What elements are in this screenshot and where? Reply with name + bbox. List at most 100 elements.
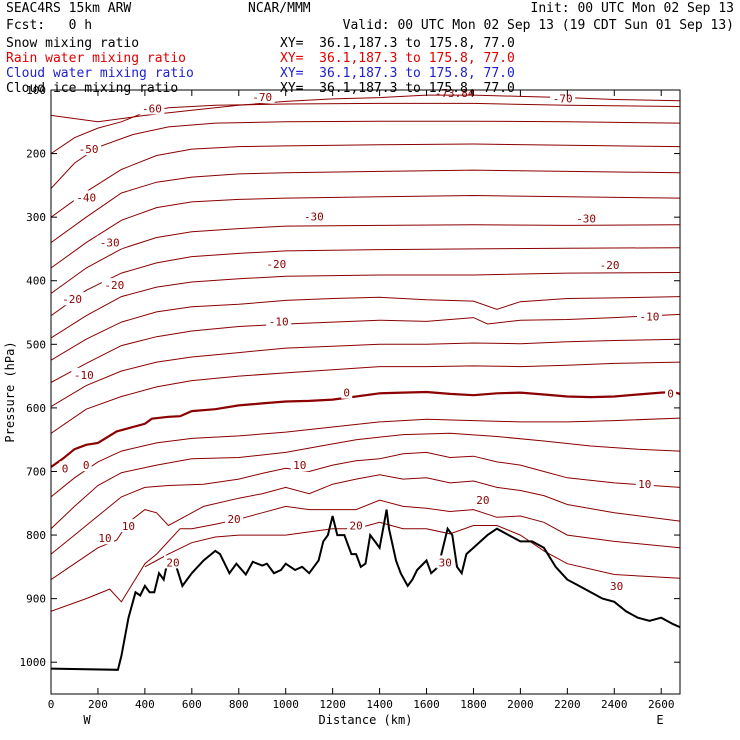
contour-line bbox=[51, 194, 680, 269]
field-snow-xy: XY= 36.1,187.3 to 175.8, 77.0 bbox=[280, 36, 515, 51]
contour-label: -30 bbox=[576, 212, 596, 225]
contour-label: 20 bbox=[476, 494, 489, 507]
x-tick-label: 800 bbox=[229, 698, 249, 711]
contour-label-bg bbox=[573, 211, 599, 225]
y-tick-label: 500 bbox=[26, 338, 46, 351]
contour-line bbox=[51, 390, 680, 468]
x-tick-label: 0 bbox=[48, 698, 55, 711]
x-tick-label: 1800 bbox=[460, 698, 487, 711]
east-end-label: E bbox=[656, 713, 663, 727]
contour-label: -70 bbox=[252, 91, 272, 104]
y-tick-label: 100 bbox=[26, 84, 46, 97]
terrain-line bbox=[51, 509, 680, 671]
contour-label-bg bbox=[59, 292, 85, 306]
contour-line bbox=[51, 499, 680, 612]
contour-label: -40 bbox=[76, 191, 96, 204]
x-axis-label: Distance (km) bbox=[319, 713, 413, 727]
x-tick-label: 2000 bbox=[507, 698, 534, 711]
contour-label: 10 bbox=[122, 520, 135, 533]
contour-label: 30 bbox=[439, 556, 452, 569]
contour-line bbox=[51, 417, 680, 498]
contour-label: -10 bbox=[640, 310, 660, 323]
contour-label: -20 bbox=[266, 258, 286, 271]
contour-label-bg bbox=[607, 578, 626, 592]
contour-label-bg bbox=[139, 101, 165, 115]
contour-label-bg bbox=[101, 278, 127, 292]
contour-label: -50 bbox=[79, 143, 99, 156]
contour-line bbox=[51, 432, 680, 530]
contour-label: 30 bbox=[610, 580, 623, 593]
model-title: SEAC4RS 15km ARW bbox=[6, 1, 132, 16]
contour-label: 10 bbox=[98, 532, 111, 545]
contour-label: -10 bbox=[269, 315, 289, 328]
contour-line bbox=[51, 143, 680, 218]
org-label: NCAR/MMM bbox=[248, 1, 311, 16]
y-tick-label: 1000 bbox=[20, 656, 47, 669]
contour-line bbox=[51, 361, 680, 434]
contour-line bbox=[51, 338, 680, 408]
contour-label-bg bbox=[347, 518, 366, 532]
contour-label-bg bbox=[436, 555, 455, 569]
field-rain-xy: XY= 36.1,187.3 to 175.8, 77.0 bbox=[280, 51, 515, 66]
contour-line bbox=[51, 120, 680, 189]
contour-label: -20 bbox=[104, 279, 124, 292]
contour-label: -20 bbox=[62, 293, 82, 306]
contour-line bbox=[51, 313, 680, 383]
contour-label-bg bbox=[597, 257, 623, 271]
contour-label: -10 bbox=[74, 369, 94, 382]
contour-label-bg bbox=[164, 555, 183, 569]
valid-time: Valid: 00 UTC Mon 02 Sep 13 (19 CDT Sun … bbox=[342, 18, 734, 33]
contour-label-bg bbox=[95, 531, 114, 545]
contour-label: -30 bbox=[304, 211, 324, 224]
contour-label-bg bbox=[636, 309, 662, 323]
plot-frame bbox=[50, 89, 681, 695]
contour-label: -20 bbox=[600, 259, 620, 272]
y-tick-label: 900 bbox=[26, 593, 46, 606]
init-time: Init: 00 UTC Mon 02 Sep 13 bbox=[530, 1, 735, 16]
x-tick-label: 2400 bbox=[601, 698, 628, 711]
y-tick-label: 400 bbox=[26, 275, 46, 288]
forecast-hour: Fcst: 0 h bbox=[6, 18, 93, 33]
x-tick-label: 2200 bbox=[554, 698, 581, 711]
contour-label: 0 bbox=[62, 462, 69, 475]
contour-label-bg bbox=[635, 477, 654, 491]
x-tick-label: 1600 bbox=[413, 698, 440, 711]
contour-label-bg bbox=[266, 314, 292, 328]
contour-label: 0 bbox=[83, 459, 90, 472]
x-tick-label: 600 bbox=[182, 698, 202, 711]
contour-label: 20 bbox=[166, 556, 179, 569]
field-rain-name: Rain water mixing ratio bbox=[6, 51, 187, 66]
x-tick-label: 2600 bbox=[648, 698, 675, 711]
west-end-label: W bbox=[83, 713, 91, 727]
contour-label-bg bbox=[80, 458, 92, 472]
contour-label: -70 bbox=[553, 92, 573, 105]
contour-line bbox=[51, 272, 680, 339]
field-snow-name: Snow mixing ratio bbox=[6, 36, 140, 51]
x-tick-label: 1000 bbox=[272, 698, 299, 711]
contour-label-bg bbox=[59, 461, 71, 475]
contour-line bbox=[51, 451, 680, 555]
field-cloudice-name: Cloud ice mixing ratio bbox=[6, 81, 179, 96]
field-cloudwater-name: Cloud water mixing ratio bbox=[6, 66, 194, 81]
extreme-value-label: -73.84 bbox=[435, 87, 475, 100]
contour-line bbox=[51, 224, 680, 294]
x-tick-label: 1400 bbox=[366, 698, 393, 711]
contour-label-bg bbox=[225, 512, 244, 526]
contour-label-bg bbox=[263, 257, 289, 271]
contour-label: 0 bbox=[667, 387, 674, 400]
x-tick-label: 200 bbox=[88, 698, 108, 711]
contour-label: 10 bbox=[293, 459, 306, 472]
field-cloudwater-xy: XY= 36.1,187.3 to 175.8, 77.0 bbox=[280, 66, 515, 81]
contour-line bbox=[51, 296, 680, 361]
contour-label-bg bbox=[119, 519, 138, 533]
contour-label: -60 bbox=[142, 102, 162, 115]
contour-label-bg bbox=[550, 91, 576, 105]
y-tick-label: 700 bbox=[26, 465, 46, 478]
contour-label: 20 bbox=[227, 513, 240, 526]
contour-label-bg bbox=[301, 209, 327, 223]
contour-label-bg bbox=[71, 367, 97, 381]
y-tick-label: 800 bbox=[26, 529, 46, 542]
contour-label: 0 bbox=[343, 387, 350, 400]
x-tick-label: 1200 bbox=[319, 698, 346, 711]
